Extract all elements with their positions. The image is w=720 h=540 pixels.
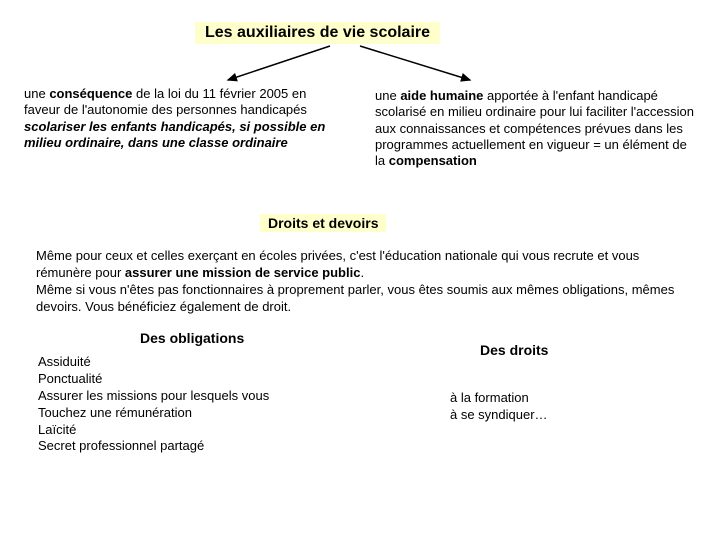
middle-paragraph: Même pour ceux et celles exerçant en éco…: [36, 248, 686, 316]
obligations-title: Des obligations: [140, 330, 244, 346]
obligations-list: Assiduité Ponctualité Assurer les missio…: [36, 354, 376, 455]
droits-title: Des droits: [480, 342, 548, 358]
text: une: [24, 86, 49, 101]
list-item: Assiduité: [36, 354, 376, 371]
subtitle: Droits et devoirs: [260, 214, 386, 232]
list-item: Ponctualité: [36, 371, 376, 388]
list-item: Touchez une rémunération: [36, 405, 376, 422]
text: Même si vous n'êtes pas fonctionnaires à…: [36, 282, 674, 314]
list-item: Assurer les missions pour lesquels vous: [36, 388, 376, 405]
text-bold: aide humaine: [400, 88, 483, 103]
text: une: [375, 88, 400, 103]
text-bold: assurer une mission de service public: [125, 265, 361, 280]
list-item: Secret professionnel partagé: [36, 438, 376, 455]
main-title: Les auxiliaires de vie scolaire: [195, 22, 440, 44]
right-paragraph: une aide humaine apportée à l'enfant han…: [375, 88, 695, 169]
list-item: à la formation: [450, 390, 548, 407]
left-paragraph: une conséquence de la loi du 11 février …: [24, 86, 344, 151]
list-item: à se syndiquer…: [450, 407, 548, 424]
list-item: Laïcité: [36, 422, 376, 439]
arrows-diagram: [220, 44, 480, 82]
text-bold: conséquence: [49, 86, 132, 101]
text-bold-italic: scolariser les enfants handicapés, si po…: [24, 119, 325, 150]
droits-list: à la formation à se syndiquer…: [450, 390, 548, 424]
text-bold: compensation: [389, 153, 477, 168]
text: .: [360, 265, 364, 280]
